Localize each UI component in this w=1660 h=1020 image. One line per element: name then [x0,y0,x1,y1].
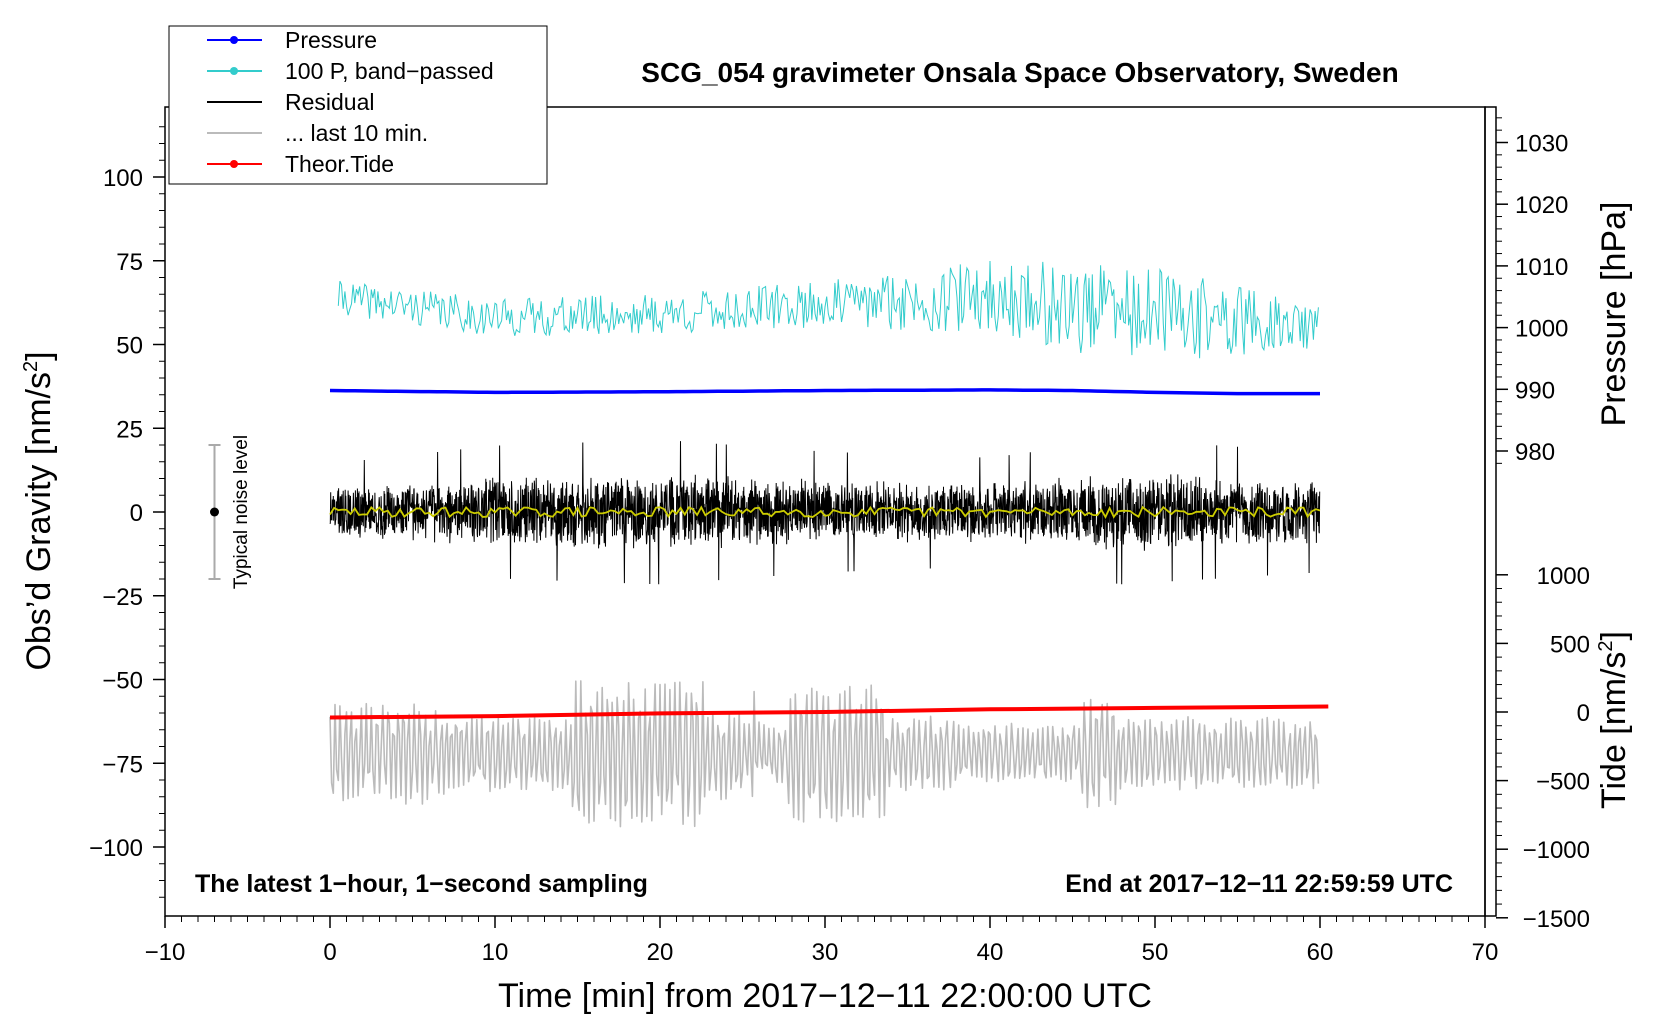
y-tide-tick-label: −1500 [1523,906,1590,933]
legend-marker [230,160,238,168]
legend-marker [230,67,238,75]
chart-title: SCG_054 gravimeter Onsala Space Observat… [641,57,1398,88]
right-axis-frame [1484,106,1497,917]
last-10-min-series [329,680,1320,828]
x-tick-label: 10 [482,939,509,966]
y-tide-tick-label: −500 [1536,769,1590,796]
y-left-tick-label: 50 [116,333,143,360]
x-tick-label: 20 [647,939,674,966]
y-axis-title-pressure: Pressure [hPa] [1595,202,1633,427]
y-axis-title-tide-text: Tide [nm/s [1595,652,1633,809]
y-axis-title-left: Obs’d Gravity [nm/s2] [20,351,58,670]
x-tick-label: 40 [977,939,1004,966]
y-axis-title-tide: Tide [nm/s2] [1595,631,1633,809]
y-left-tick-label: −25 [102,584,143,611]
legend-label: Residual [285,89,375,115]
y-left-tick-label: −75 [102,751,143,778]
legend-label: 100 P, band−passed [285,58,494,84]
y-left-tick-label: 25 [116,416,143,443]
y-pressure-tick-label: 1020 [1515,192,1568,219]
y-pressure-tick-label: 1000 [1515,316,1568,343]
data-layer [208,260,1329,828]
theoretical-tide-series [329,704,1329,720]
y-tide-tick-label: 500 [1550,631,1590,658]
y-left-tick-label: 0 [130,500,143,527]
y-pressure-tick-label: 1010 [1515,254,1568,281]
residual-series [329,441,1321,585]
y-left-tick-label: 75 [116,249,143,276]
y-left-tick-label: 100 [103,165,143,192]
noise-bar-dot [210,507,219,517]
annotation-latest-hour: The latest 1−hour, 1−second sampling [195,870,648,898]
y-pressure-tick-label: 1030 [1515,131,1568,158]
x-tick-label: 60 [1307,939,1334,966]
x-axis-title: Time [min] from 2017−12−11 22:00:00 UTC [498,977,1152,1015]
x-tick-label: −10 [145,939,186,966]
x-tick-label: 50 [1142,939,1169,966]
legend-marker [230,36,238,44]
y-pressure-tick-label: 990 [1515,377,1555,404]
y-tide-tick-label: 0 [1577,700,1590,727]
x-tick-label: 70 [1472,939,1499,966]
y-axis-title-tide-sup: 2 [1595,640,1617,651]
legend-box [168,25,548,185]
y-tide-tick-label: 1000 [1537,563,1590,590]
x-tick-label: 0 [323,939,336,966]
y-pressure-tick-label: 980 [1515,439,1555,466]
pressure-series [329,388,1320,396]
y-left-tick-label: −50 [102,668,143,695]
residual-smoothed-series [329,505,1321,519]
legend-label: Pressure [285,27,377,53]
x-tick-label: 30 [812,939,839,966]
legend-label: ... last 10 min. [285,120,428,146]
y-axis-title-tide-close: ] [1595,631,1633,640]
band-passed-pressure-series [337,260,1319,359]
y-axis-title-left-sup: 2 [20,361,42,372]
y-tide-tick-label: −1000 [1523,837,1590,864]
legend: Pressure 100 P, band−passed Residual ... la… [168,25,548,185]
noise-level-label: Typical noise level [231,435,252,589]
annotation-end-time: End at 2017−12−11 22:59:59 UTC [1065,870,1453,898]
y-axis-title-left-close: ] [20,351,58,360]
y-axis-title-left-text: Obs’d Gravity [nm/s [20,372,58,671]
axis-marks-layer: −10 0 10 20 30 40 50 60 701007550250−25−50−75−10… [89,117,1590,966]
y-left-tick-label: −100 [89,835,143,862]
legend-label: Theor.Tide [285,151,394,177]
